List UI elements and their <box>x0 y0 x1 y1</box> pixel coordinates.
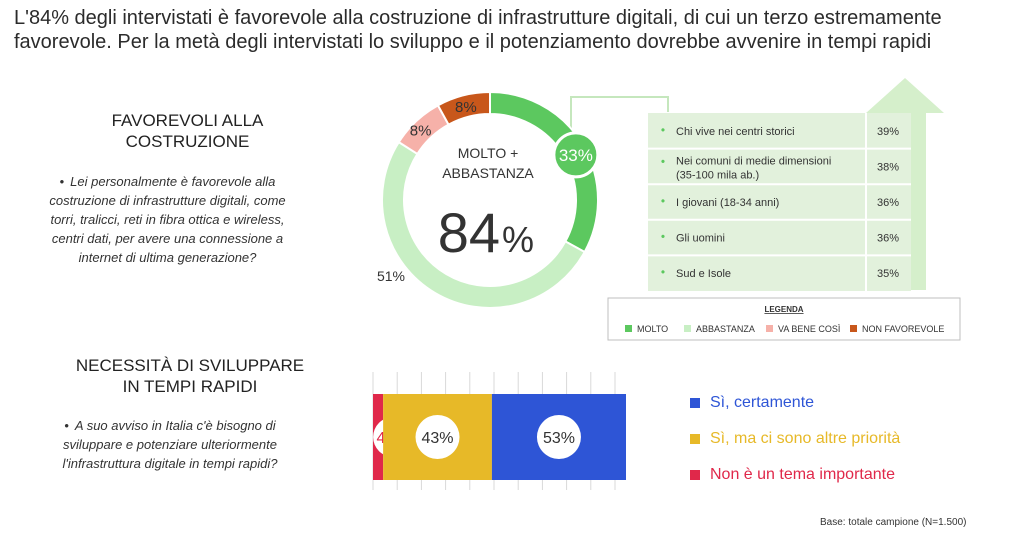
legend-swatch <box>850 325 857 332</box>
donut-center-line2: ABBASTANZA <box>442 165 534 181</box>
segment-table: • Chi vive nei centri storici 39% • Nei comu… <box>648 113 911 291</box>
bar-legend-label: Non è un tema importante <box>710 466 895 483</box>
table-row-value: 36% <box>877 197 899 209</box>
donut-slice-non-favorevole <box>436 90 491 126</box>
bar-label-bubble <box>536 415 581 459</box>
legend-label: MOLTO <box>637 324 668 334</box>
bar-legend-swatch <box>690 398 700 408</box>
donut-center-line1: MOLTO + <box>458 145 519 161</box>
bullet-icon: • <box>661 155 665 169</box>
section1-title: FAVOREVOLI ALLA COSTRUZIONE <box>70 110 305 152</box>
bar-label: 53% <box>543 430 575 447</box>
bar-legend-label: Sì, certamente <box>710 394 815 411</box>
bullet-icon: • <box>661 265 665 279</box>
section2-title-line2: IN TEMPI RAPIDI <box>122 377 258 396</box>
legend-item: VA BENE COSÌ <box>766 324 840 334</box>
table-row-label: Gli uomini <box>676 233 725 245</box>
legend-label: VA BENE COSÌ <box>778 324 840 334</box>
section1-title-line2: COSTRUZIONE <box>125 132 250 151</box>
donut-chart: 33% 51% 8% 8% <box>377 90 600 309</box>
table-row-value: 35% <box>877 268 899 280</box>
table-row-label: Chi vive nei centri storici <box>676 126 795 138</box>
legend-swatch <box>684 325 691 332</box>
bullet-icon: • <box>64 418 69 433</box>
stacked-bar-chart: 4%43%53% <box>372 372 626 490</box>
bar-legend-item: Sì, certamente <box>690 385 930 421</box>
legend-title: LEGENDA <box>764 305 803 314</box>
table-row: • Sud e Isole 35% <box>648 254 911 291</box>
section2-question-text: A suo avviso in Italia c'è bisogno di sv… <box>62 418 278 471</box>
section2-question: • A suo avviso in Italia c'è bisogno di s… <box>45 416 295 473</box>
bar-legend: Sì, certamente Sì, ma ci sono altre prior… <box>690 385 930 493</box>
bullet-icon: • <box>661 194 665 208</box>
bullet-icon: • <box>661 230 665 244</box>
legend: LEGENDA MOLTO ABBASTANZA VA BENE COSÌ NON F… <box>607 297 961 341</box>
donut-bubble-molto <box>552 131 600 179</box>
bullet-icon: • <box>661 123 665 137</box>
table-row-value: 36% <box>877 233 899 245</box>
bar-label-bubble <box>415 415 460 459</box>
legend-label: NON FAVOREVOLE <box>862 324 944 334</box>
bar-legend-swatch <box>690 470 700 480</box>
table-row-value: 38% <box>877 161 899 173</box>
bar-label: 43% <box>421 430 453 447</box>
table-row-label: I giovani (18-34 anni) <box>676 197 779 209</box>
table-row-label: Nei comuni di medie dimensioni <box>676 156 831 168</box>
donut-center-unit: % <box>502 219 534 260</box>
table-row: • I giovani (18-34 anni) 36% <box>648 183 911 220</box>
table-row-value: 39% <box>877 126 899 138</box>
donut-label-molto: 33% <box>559 146 593 165</box>
connector-line <box>570 96 669 130</box>
donut-label-va-bene-cosi: 8% <box>410 122 432 139</box>
bar-legend-label: Sì, ma ci sono altre priorità <box>710 430 901 447</box>
segment-table-bg <box>648 113 911 291</box>
section2-title-line1: NECESSITÀ DI SVILUPPARE <box>75 356 305 375</box>
section2-title: NECESSITÀ DI SVILUPPARE IN TEMPI RAPIDI <box>60 355 320 397</box>
legend-label: ABBASTANZA <box>696 324 755 334</box>
table-row-label: Sud e Isole <box>676 268 731 280</box>
donut-center-value: 84 <box>438 201 500 264</box>
page-headline: L'84% degli intervistati è favorevole al… <box>14 7 942 53</box>
section1-title-line1: FAVOREVOLI ALLA <box>111 111 264 130</box>
bar-legend-item: Non è un tema importante <box>690 457 930 493</box>
section1-question: • Lei personalmente è favorevole alla cos… <box>40 172 295 267</box>
bullet-icon: • <box>59 174 65 189</box>
legend-swatch <box>766 325 773 332</box>
donut-label-abbastanza: 51% <box>377 268 405 284</box>
table-row-label-line2: (35-100 mila ab.) <box>676 170 759 182</box>
base-note: Base: totale campione (N=1.500) <box>820 517 967 528</box>
table-row: • Chi vive nei centri storici 39% <box>661 113 899 149</box>
legend-box <box>607 297 961 341</box>
table-row: • Gli uomini 36% <box>648 218 911 256</box>
section1-question-text: Lei personalmente è favorevole alla cost… <box>49 174 286 265</box>
legend-swatch <box>625 325 632 332</box>
legend-item: NON FAVOREVOLE <box>850 324 944 334</box>
bar-legend-swatch <box>690 434 700 444</box>
legend-item: ABBASTANZA <box>684 324 755 334</box>
bar-legend-item: Sì, ma ci sono altre priorità <box>690 421 930 457</box>
table-row: • Nei comuni di medie dimensioni (35-100 m… <box>648 147 911 185</box>
legend-item: MOLTO <box>625 324 668 334</box>
donut-label-non-favorevole: 8% <box>455 99 477 116</box>
donut-center: MOLTO + ABBASTANZA 84 % <box>438 145 535 264</box>
